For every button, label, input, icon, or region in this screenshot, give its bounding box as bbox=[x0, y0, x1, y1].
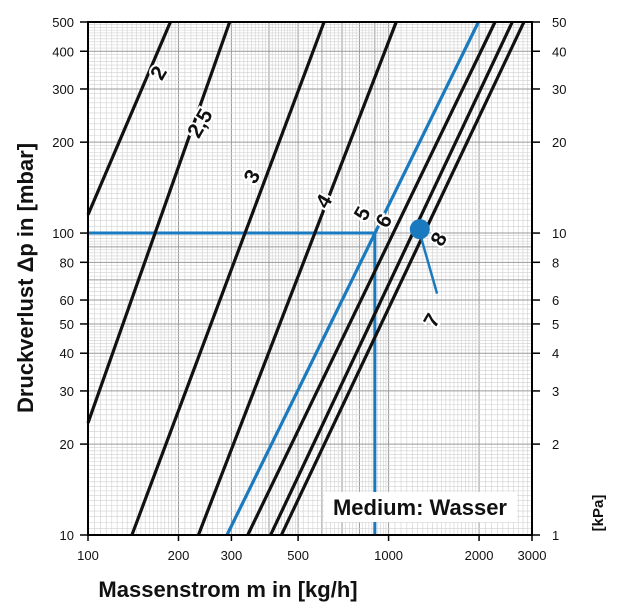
chart-series bbox=[86, 21, 526, 536]
axis-ticks: 100 200 300 500 1000 2000 3000 10 20 30 40 50 60 80 10… bbox=[52, 15, 566, 563]
series-line-2 bbox=[86, 21, 172, 216]
x-tick-label: 200 bbox=[168, 548, 190, 563]
y-tick-label: 30 bbox=[60, 384, 74, 399]
annotation-box: Medium: Wasser bbox=[324, 492, 517, 522]
chart-grid bbox=[87, 21, 533, 536]
reference-lines bbox=[88, 231, 377, 535]
y2-tick-label: 50 bbox=[552, 15, 566, 30]
y-tick-label: 300 bbox=[52, 82, 74, 97]
y-tick-label: 400 bbox=[52, 44, 74, 59]
marker-point bbox=[409, 219, 430, 240]
y2-tick-label: 2 bbox=[552, 437, 559, 452]
x-tick-label: 500 bbox=[287, 548, 309, 563]
y2-tick-label: 4 bbox=[552, 346, 559, 361]
series-line-4 bbox=[196, 21, 398, 536]
y2-axis-unit: [kPa] bbox=[590, 495, 607, 532]
y-tick-label: 60 bbox=[60, 293, 74, 308]
x-tick-label: 1000 bbox=[374, 548, 403, 563]
y-tick-label: 20 bbox=[60, 437, 74, 452]
y-tick-label: 40 bbox=[60, 346, 74, 361]
y2-tick-label: 30 bbox=[552, 82, 566, 97]
y-tick-label: 80 bbox=[60, 255, 74, 270]
series-line-5 bbox=[225, 21, 480, 536]
series-line-8 bbox=[279, 21, 526, 536]
series-line-6 bbox=[246, 21, 497, 536]
annotation-medium: Medium: Wasser bbox=[333, 495, 507, 520]
plot-frame bbox=[87, 21, 533, 536]
y2-tick-label: 6 bbox=[552, 293, 559, 308]
x-tick-label: 100 bbox=[77, 548, 99, 563]
chart-markers bbox=[409, 219, 439, 294]
y2-tick-label: 1 bbox=[552, 528, 559, 543]
series-line-2-5 bbox=[86, 21, 232, 424]
y-tick-label: 200 bbox=[52, 135, 74, 150]
series-line-7 bbox=[269, 21, 514, 536]
y2-tick-label: 5 bbox=[552, 317, 559, 332]
x-tick-label: 2000 bbox=[465, 548, 494, 563]
y-tick-label: 100 bbox=[52, 226, 74, 241]
series-line-3 bbox=[130, 21, 326, 536]
y2-tick-label: 10 bbox=[552, 226, 566, 241]
y2-tick-label: 40 bbox=[552, 44, 566, 59]
x-tick-label: 3000 bbox=[518, 548, 547, 563]
label-pointer-line bbox=[418, 232, 439, 294]
y-tick-label: 500 bbox=[52, 15, 74, 30]
y-tick-label: 10 bbox=[60, 528, 74, 543]
y2-tick-label: 3 bbox=[552, 384, 559, 399]
x-tick-label: 300 bbox=[221, 548, 243, 563]
y-axis-title: Druckverlust Δp in [mbar] bbox=[13, 143, 38, 413]
y-tick-label: 50 bbox=[60, 317, 74, 332]
y2-tick-label: 8 bbox=[552, 255, 559, 270]
x-axis-title: Massenstrom m in [kg/h] bbox=[98, 577, 357, 602]
y2-tick-label: 20 bbox=[552, 135, 566, 150]
